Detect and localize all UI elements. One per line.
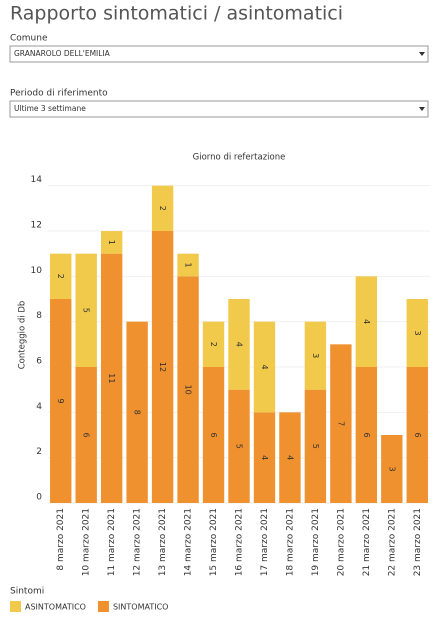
legend-label: ASINTOMATICO [25, 603, 86, 612]
legend-swatch [97, 601, 109, 612]
data-label: 2 [209, 342, 218, 347]
data-label: 4 [362, 319, 371, 324]
data-label: 6 [209, 432, 218, 437]
x-tick-label: 8 marzo 2021 [56, 508, 66, 571]
x-tick-label: 21 marzo 2021 [362, 508, 372, 576]
data-label: 1 [107, 240, 116, 245]
bar-segment [177, 276, 199, 503]
data-label: 10 [184, 385, 193, 395]
bar-segment [50, 299, 72, 503]
legend-title: Sintomi [10, 587, 44, 597]
bar-segment [406, 367, 428, 503]
bar-segment [330, 344, 352, 503]
y-tick-label: 8 [36, 311, 42, 321]
bar-segment [202, 321, 225, 367]
bar-segment [75, 253, 97, 367]
y-tick-label: 10 [31, 266, 43, 276]
x-tick-label: 16 marzo 2021 [235, 508, 245, 576]
data-label: 11 [107, 373, 116, 383]
x-tick-label: 18 marzo 2021 [285, 508, 295, 576]
data-label: 5 [82, 308, 91, 313]
data-label: 9 [56, 398, 65, 403]
bar-segment [100, 253, 123, 503]
data-label: 3 [311, 353, 320, 358]
bar-segment [279, 412, 301, 503]
data-label: 3 [387, 466, 396, 471]
bar-segment [228, 299, 250, 390]
x-tick-label: 11 marzo 2021 [107, 508, 117, 576]
x-tick-label: 22 marzo 2021 [387, 508, 397, 576]
bar-segment [406, 299, 428, 367]
page-title: Rapporto sintomatici / asintomatici [10, 3, 343, 25]
y-tick-label: 2 [36, 447, 42, 457]
bar-segment [126, 321, 148, 503]
data-label: 4 [285, 455, 294, 460]
chart-title: Giorno di refertazione [193, 153, 286, 163]
data-label: 2 [158, 206, 167, 211]
dropdown-arrow [419, 52, 425, 56]
bar-segment [228, 389, 250, 503]
bar-segment [151, 185, 174, 231]
data-label: 1 [184, 262, 193, 267]
data-label: 4 [235, 342, 244, 347]
bar-segment [50, 253, 72, 299]
dropdown-value: Ultime 3 settimane [14, 104, 86, 113]
x-tick-label: 17 marzo 2021 [260, 508, 270, 576]
filter-label: Periodo di riferimento [10, 89, 108, 99]
bar-segment [355, 276, 378, 367]
data-label: 12 [158, 362, 167, 372]
dropdown[interactable] [9, 45, 429, 63]
x-tick-label: 10 marzo 2021 [82, 508, 92, 576]
x-tick-label: 13 marzo 2021 [158, 508, 168, 576]
data-label: 6 [413, 432, 422, 437]
filter-label: Comune [10, 34, 48, 44]
data-label: 6 [82, 432, 91, 437]
data-label: 5 [311, 444, 320, 449]
data-label: 4 [260, 455, 269, 460]
y-axis-title: Conteggio di Db [18, 301, 28, 370]
x-tick-label: 12 marzo 2021 [133, 508, 143, 576]
y-tick-label: 14 [31, 175, 43, 185]
x-tick-label: 15 marzo 2021 [209, 508, 219, 576]
y-tick-label: 0 [36, 493, 42, 503]
y-tick-label: 6 [36, 357, 42, 367]
data-label: 2 [56, 274, 65, 279]
dropdown-value: GRANAROLO DELL'EMILIA [14, 49, 111, 58]
dropdown-arrow [419, 107, 425, 111]
y-tick-label: 12 [31, 221, 42, 231]
x-tick-label: 14 marzo 2021 [184, 508, 194, 576]
data-label: 8 [133, 410, 142, 415]
legend-label: SINTOMATICO [113, 603, 169, 612]
x-tick-label: 19 marzo 2021 [311, 508, 321, 576]
bar-segment [355, 367, 378, 503]
bar-segment [253, 412, 276, 503]
data-label: 3 [413, 330, 422, 335]
legend-swatch [10, 601, 21, 612]
data-label: 5 [235, 444, 244, 449]
bar-segment [304, 389, 327, 503]
bar-segment [100, 231, 123, 254]
bar-segment [381, 435, 403, 503]
dropdown[interactable] [9, 100, 429, 118]
bar-segment [75, 367, 97, 503]
data-label: 6 [362, 432, 371, 437]
bar-segment [177, 253, 199, 277]
bar-segment [253, 321, 276, 413]
x-tick-label: 23 marzo 2021 [413, 508, 423, 576]
y-tick-label: 4 [36, 402, 42, 412]
bar-segment [202, 367, 225, 503]
data-label: 4 [260, 364, 269, 369]
bar-segment [304, 321, 327, 390]
data-label: 7 [336, 421, 345, 426]
bar-segment [151, 231, 174, 503]
x-tick-label: 20 marzo 2021 [336, 508, 346, 576]
